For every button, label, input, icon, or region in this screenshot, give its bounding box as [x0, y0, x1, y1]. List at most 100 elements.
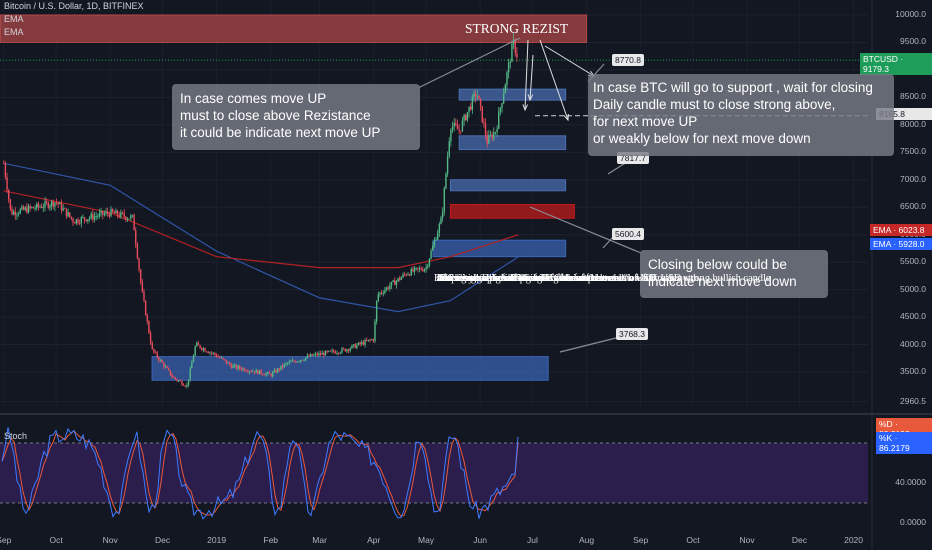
candle-body — [278, 368, 280, 370]
candle-body — [420, 268, 422, 271]
candle-body — [199, 345, 201, 349]
candle-body — [247, 371, 249, 373]
candle-body — [354, 344, 356, 348]
candle-body — [372, 339, 375, 341]
candle-body — [438, 224, 441, 233]
candle-body — [214, 352, 216, 355]
candle-body — [268, 372, 271, 374]
candle-body — [275, 370, 277, 373]
candle-body — [455, 123, 457, 126]
candle-body — [273, 370, 276, 373]
y-tick-label: 5500.0 — [900, 256, 926, 267]
candle-body — [493, 132, 495, 139]
candle-body — [403, 274, 406, 276]
candle-body — [276, 368, 279, 373]
candle-body — [138, 258, 140, 270]
candle-body — [397, 278, 399, 282]
y-tick-label: 5000.0 — [900, 283, 926, 294]
candle-body — [171, 375, 173, 377]
candle-body — [191, 362, 193, 369]
candle-body — [87, 219, 89, 222]
strong-rezist-label: STRONG REZIST — [465, 21, 569, 36]
candle-body — [382, 293, 384, 294]
candle-body — [220, 357, 223, 359]
candle-body — [14, 211, 16, 216]
candle-body — [433, 240, 436, 246]
left-note[interactable]: In case comes move UP must to close abov… — [172, 84, 420, 150]
candle-body — [159, 359, 162, 361]
candle-body — [408, 274, 411, 276]
tag-pointer — [559, 337, 617, 353]
candle-body — [116, 210, 119, 216]
candle-body — [390, 281, 393, 286]
candle-body — [24, 207, 26, 210]
candle-body — [516, 53, 518, 58]
candle-body — [72, 218, 74, 223]
candle-body — [402, 274, 404, 278]
candle-body — [511, 43, 513, 62]
y-tick-label: 9500.0 — [900, 36, 926, 47]
candle-body — [215, 354, 218, 357]
price-tag-1: 8770.8 — [612, 54, 644, 66]
ema-tag-red: EMA · 6023.8 — [870, 224, 932, 236]
x-tick-label: Nov — [739, 535, 755, 545]
candle-body — [103, 213, 106, 215]
left-note-line: In case comes move UP — [180, 91, 327, 106]
candle-body — [323, 352, 325, 356]
candle-body — [425, 267, 427, 270]
last-price-label: BTCUSD — [863, 54, 898, 64]
arrow-line — [544, 45, 595, 77]
analysis-line: where we expect a stronger sales respons… — [434, 273, 615, 284]
analysis-line: and signal which BTC will offer us. — [434, 273, 586, 284]
candle-body — [224, 359, 226, 361]
candle-body — [502, 93, 505, 104]
candle-body — [267, 372, 269, 374]
candle-body — [374, 321, 376, 341]
ema-line-red — [3, 190, 519, 269]
analysis-line: This does not mean that BTC turns the tr… — [434, 273, 627, 284]
candle-body — [108, 213, 111, 217]
price-tag-4: 3768.3 — [616, 328, 648, 340]
y-tick-label: 10000.0 — [895, 9, 926, 19]
tag-pointer — [602, 236, 614, 249]
x-tick-label: Jul — [527, 535, 538, 545]
candle-body — [331, 350, 333, 352]
candle-body — [432, 245, 434, 251]
candle-body — [377, 294, 379, 301]
candle-body — [514, 39, 516, 54]
x-tick-label: Feb — [263, 535, 279, 545]
candle-body — [120, 212, 122, 217]
candle-body — [47, 202, 49, 208]
candle-body — [115, 210, 117, 214]
candle-body — [153, 348, 155, 353]
candle-body — [296, 361, 299, 363]
candle-body — [303, 360, 305, 361]
arrow-line — [539, 39, 569, 121]
y-tick-label: 4000.0 — [900, 338, 926, 349]
ema-line-blue — [3, 162, 519, 313]
candle-body — [494, 132, 497, 133]
candle-body — [219, 356, 221, 358]
candle-body — [92, 213, 94, 220]
down-note[interactable]: Closing below could be indicate next mov… — [640, 250, 828, 298]
candle-body — [356, 344, 358, 348]
candle-body — [164, 366, 167, 368]
candle-body — [9, 199, 12, 209]
x-tick-label: Oct — [686, 535, 700, 545]
candle-body — [260, 370, 262, 374]
candle-body — [313, 354, 315, 356]
candle-body — [413, 267, 416, 272]
candle-body — [207, 351, 210, 353]
candle-body — [445, 173, 447, 189]
candle-body — [384, 289, 386, 294]
candle-body — [499, 107, 502, 112]
candle-body — [197, 342, 200, 346]
candle-body — [90, 213, 92, 218]
candle-body — [265, 373, 267, 376]
zone-rect — [151, 356, 549, 381]
right-note[interactable]: In case BTC will go to support , wait fo… — [588, 74, 894, 156]
y-tick-label: 8500.0 — [900, 91, 926, 102]
candle-body — [32, 207, 35, 209]
candle-body — [82, 217, 84, 218]
